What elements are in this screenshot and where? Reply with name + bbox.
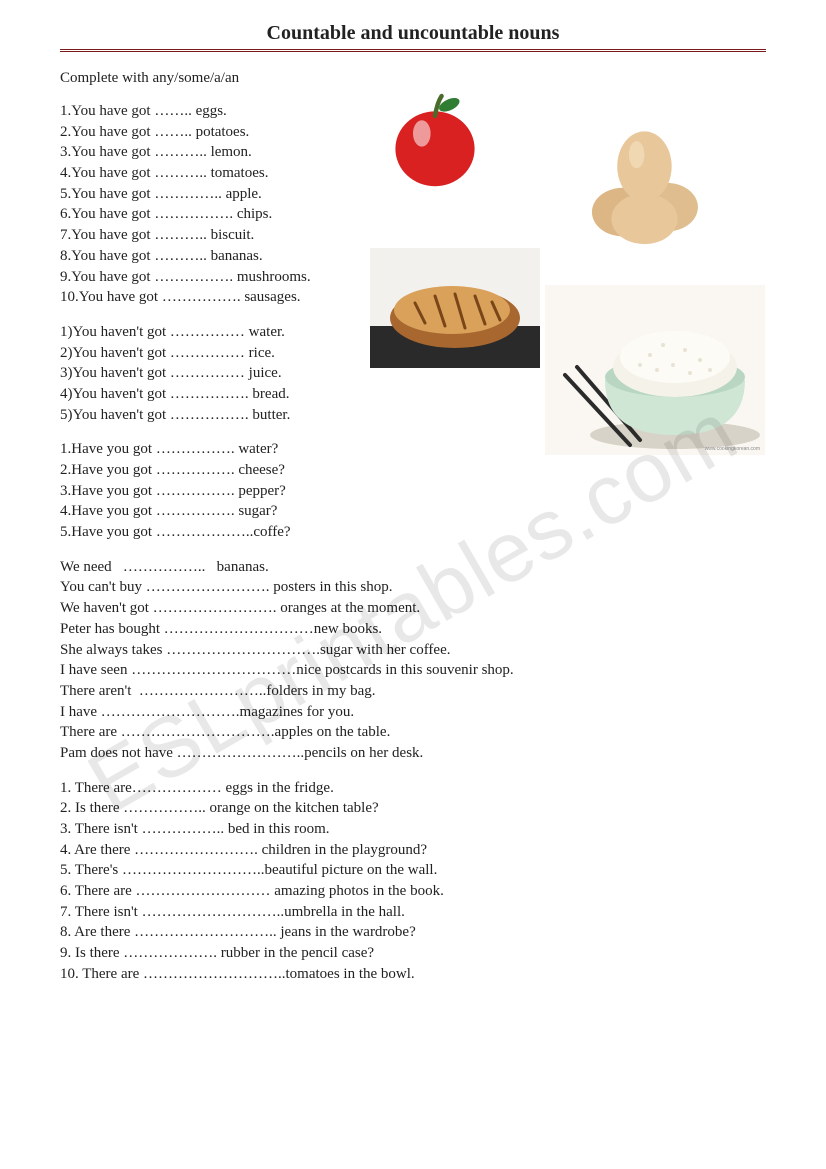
exercise-line: I have seen ……………………………nice postcards in… (60, 660, 766, 681)
svg-text:www.cookingkorean.com: www.cookingkorean.com (705, 446, 760, 452)
exercise-line: 8. Are there ……………………….. jeans in the wa… (60, 922, 766, 943)
exercise-line: We need …………….. bananas. (60, 557, 766, 578)
exercise-line: Peter has bought …………………………new books. (60, 619, 766, 640)
exercise-line: There are ………………………….apples on the table… (60, 722, 766, 743)
exercise-line: 4. Are there ……………………. children in the p… (60, 840, 766, 861)
exercise-line: 5. There's ………………………..beautiful picture … (60, 860, 766, 881)
exercise-line: 5.Have you got ………………..coffe? (60, 522, 766, 543)
page-title: Countable and uncountable nouns (60, 22, 766, 45)
eggs-image (555, 108, 730, 248)
exercise-line: 6. There are ……………………… amazing photos in… (60, 881, 766, 902)
exercise-line: 1. There are……………… eggs in the fridge. (60, 778, 766, 799)
exercise-line: 7. There isn't ………………………..umbrella in th… (60, 902, 766, 923)
exercise-line: I have ……………………….magazines for you. (60, 702, 766, 723)
exercise-line: 2.Have you got ……………. cheese? (60, 460, 766, 481)
exercise-line: 3.Have you got ……………. pepper? (60, 481, 766, 502)
exercise-line: 4.Have you got ……………. sugar? (60, 501, 766, 522)
exercise-line: She always takes ………………………….sugar with h… (60, 640, 766, 661)
exercise-line: 2. Is there …………….. orange on the kitche… (60, 798, 766, 819)
exercise-section-5: 1. There are……………… eggs in the fridge.2.… (60, 778, 766, 985)
bread-image (370, 248, 540, 368)
apple-image (380, 85, 490, 195)
exercise-line: 10. There are ………………………..tomatoes in the… (60, 964, 766, 985)
exercise-line: 9. Is there ………………. rubber in the pencil… (60, 943, 766, 964)
title-rule (60, 49, 766, 52)
exercise-line: Pam does not have ……………………..pencils on h… (60, 743, 766, 764)
rice-image: www.cookingkorean.com (545, 285, 765, 455)
exercise-section-4: We need …………….. bananas.You can't buy ……… (60, 557, 766, 764)
worksheet-page: Countable and uncountable nouns Complete… (0, 0, 826, 1169)
exercise-line: We haven't got ……………………. oranges at the … (60, 598, 766, 619)
exercise-line: You can't buy ……………………. posters in this … (60, 577, 766, 598)
exercise-line: There aren't ……………………..folders in my bag… (60, 681, 766, 702)
exercise-line: 3. There isn't …………….. bed in this room. (60, 819, 766, 840)
